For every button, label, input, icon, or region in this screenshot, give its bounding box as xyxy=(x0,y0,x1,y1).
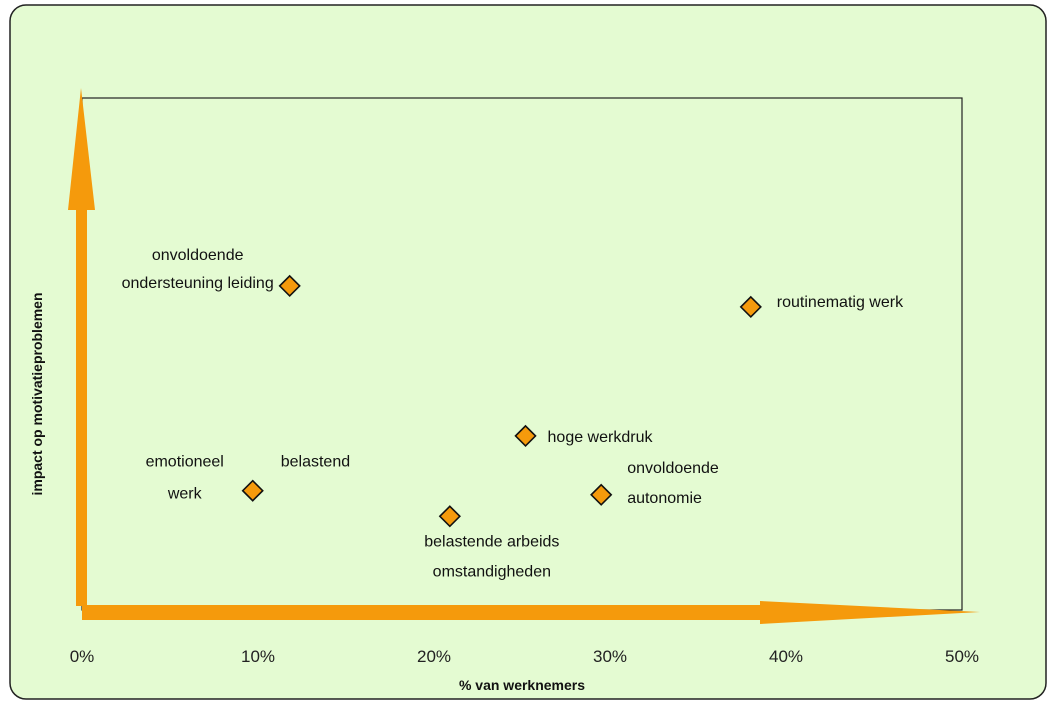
data-point-label: onvoldoende xyxy=(627,460,719,477)
data-point-marker xyxy=(739,295,762,319)
data-point-label: hoge werkdruk xyxy=(548,429,654,446)
data-point-label-extra: belastend xyxy=(281,454,350,471)
x-tick-label: 20% xyxy=(417,647,451,666)
data-points xyxy=(241,274,762,528)
x-tick-label: 0% xyxy=(70,647,95,666)
data-point-label: routinematig werk xyxy=(777,294,904,311)
data-point-label: belastende arbeids xyxy=(424,533,559,550)
x-tick-label: 30% xyxy=(593,647,627,666)
data-point-marker xyxy=(278,274,301,298)
data-point-label: emotioneel xyxy=(146,454,224,471)
data-point-marker xyxy=(241,479,264,502)
data-point-label: ondersteuning leiding xyxy=(122,275,274,292)
data-point-marker xyxy=(514,424,537,448)
data-point-label: omstandigheden xyxy=(433,563,551,580)
x-axis-title: % van werknemers xyxy=(459,677,585,693)
data-point-marker xyxy=(590,483,613,506)
x-axis-arrow xyxy=(82,601,980,624)
point-labels: onvoldoende ondersteuning leiding routinem… xyxy=(122,247,904,580)
x-tick-labels: 0% 10% 20% 30% 40% 50% xyxy=(70,647,979,666)
x-tick-label: 50% xyxy=(945,647,979,666)
data-point-marker xyxy=(438,505,461,528)
y-axis-arrow xyxy=(68,88,95,606)
data-point-label: autonomie xyxy=(627,490,702,507)
y-axis-title: impact op motivatieproblemen xyxy=(29,292,45,495)
data-point-label: werk xyxy=(167,486,203,503)
x-tick-label: 40% xyxy=(769,647,803,666)
chart-background xyxy=(9,4,1047,700)
x-tick-label: 10% xyxy=(241,647,275,666)
data-point-label: onvoldoende xyxy=(152,247,244,264)
